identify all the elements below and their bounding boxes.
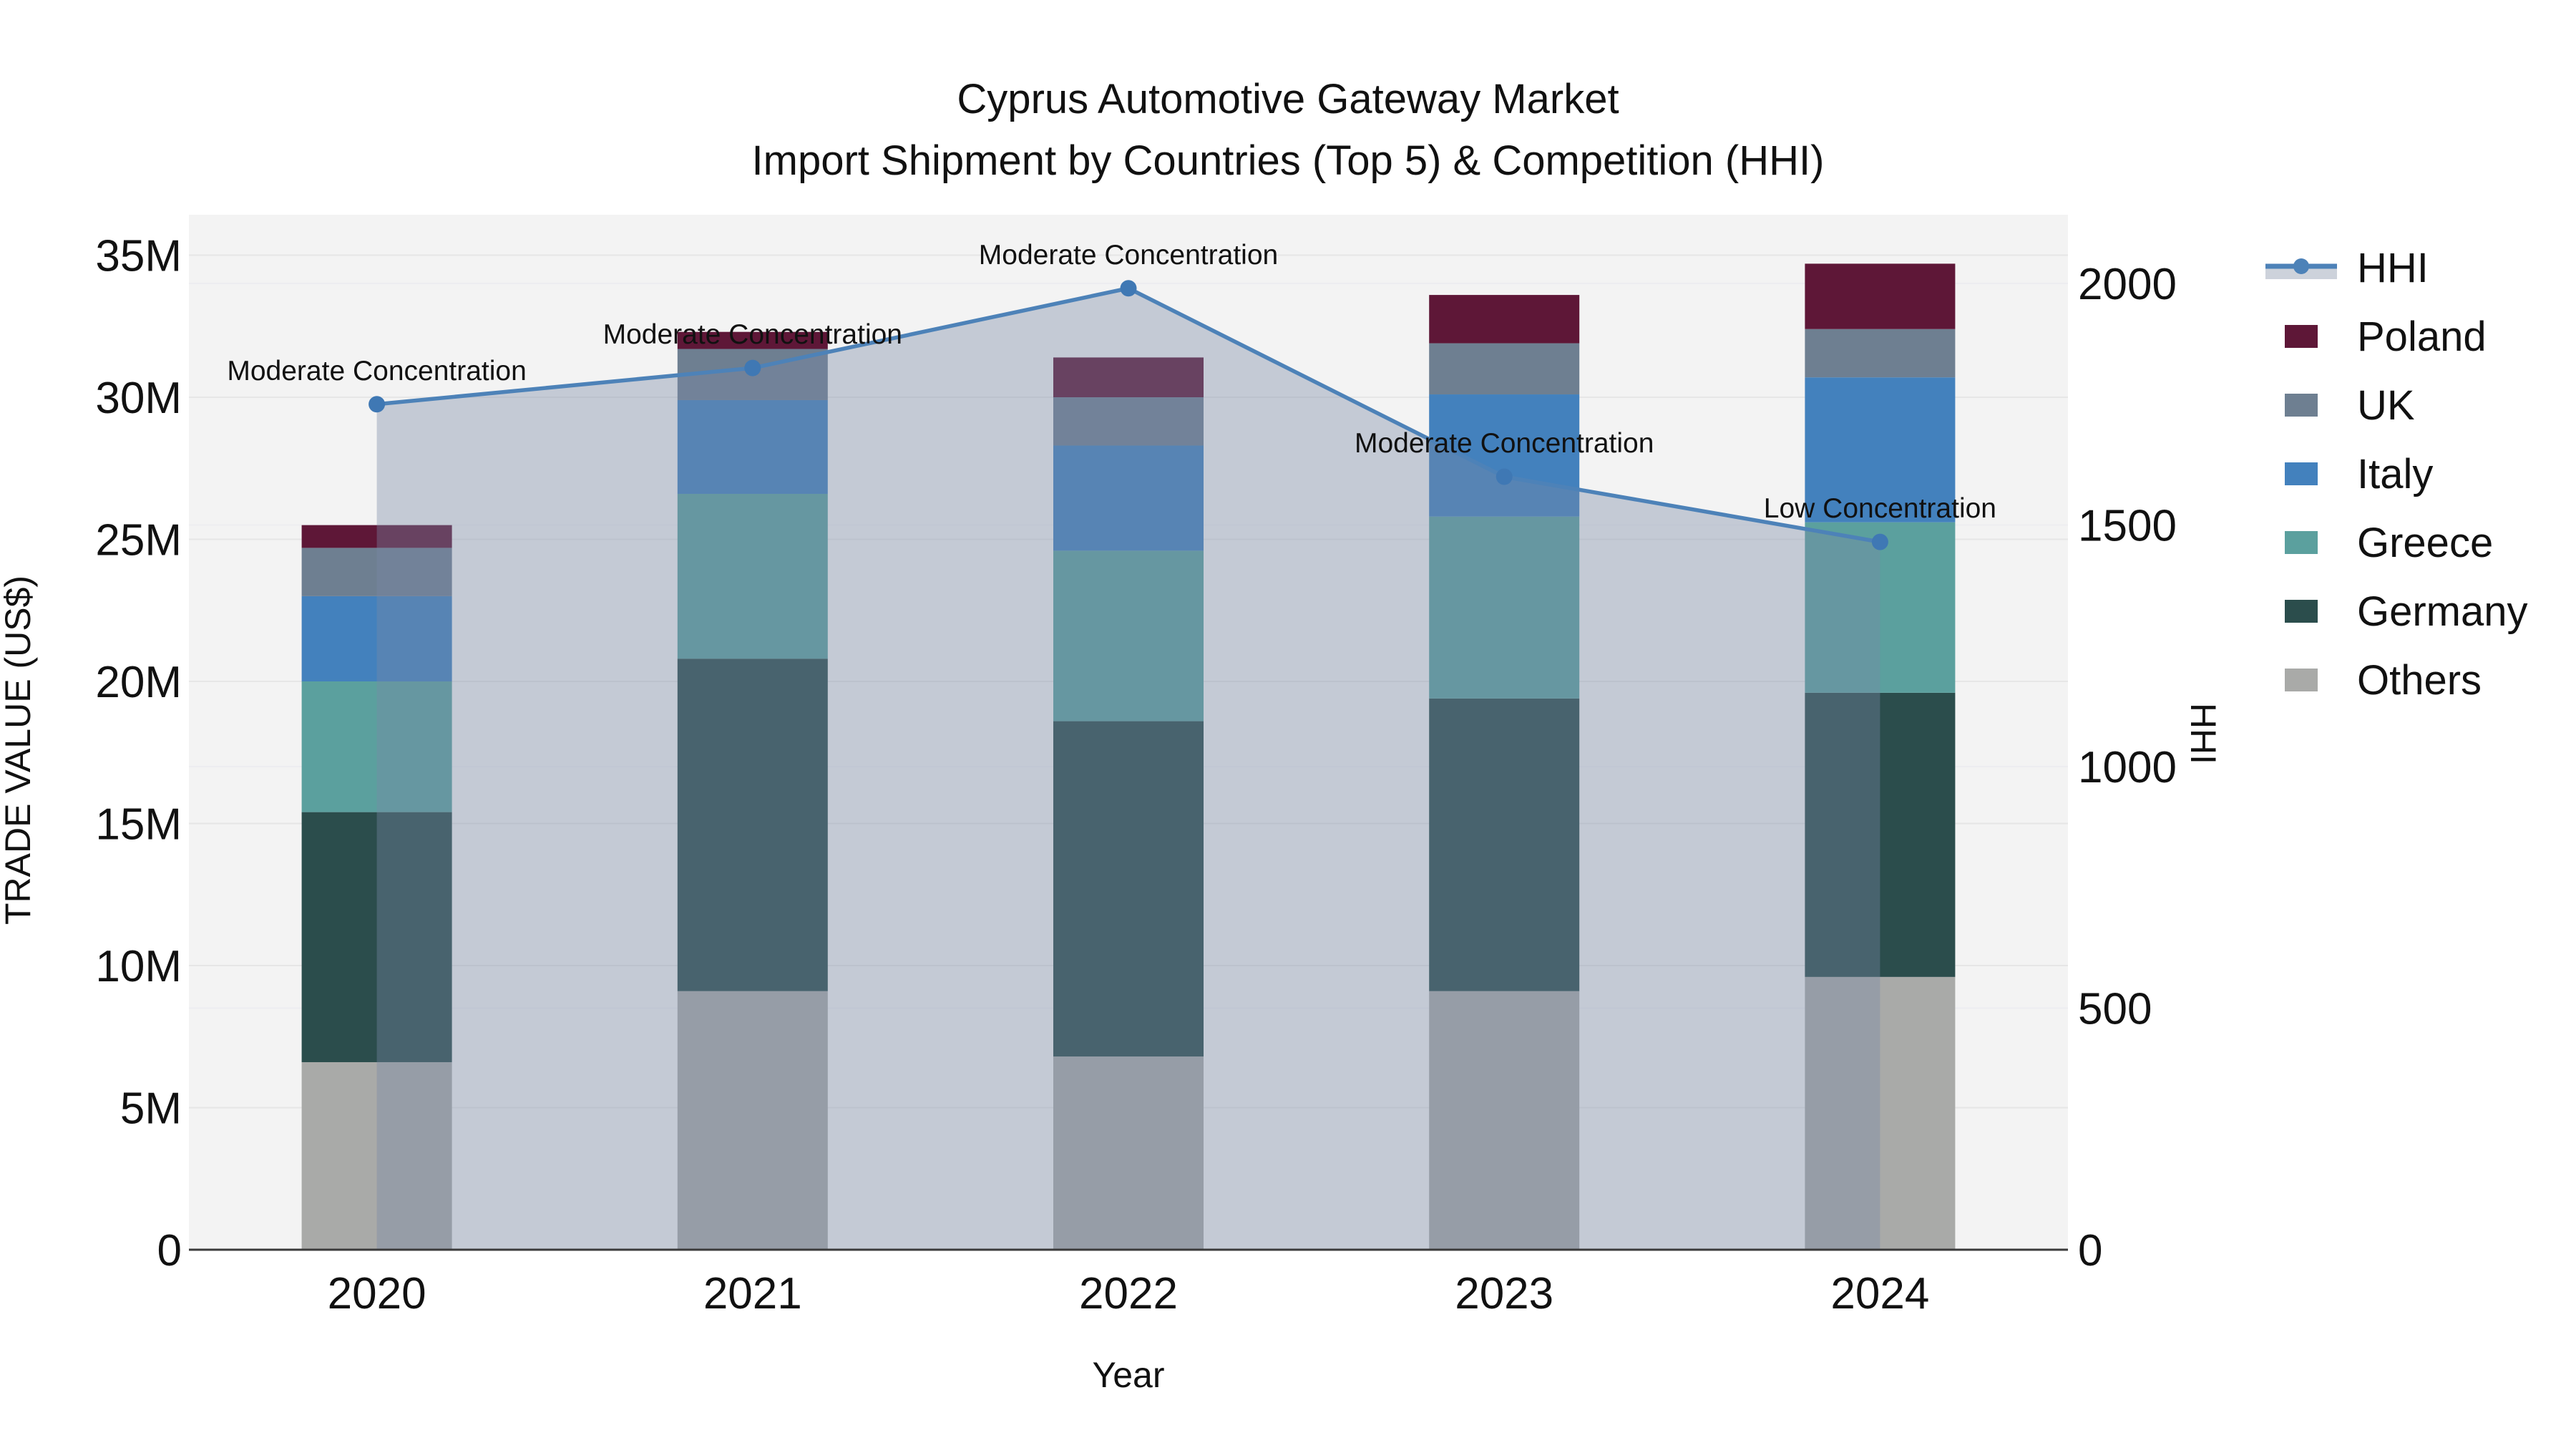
bar-segment-uk-2024[interactable] (1805, 329, 1956, 378)
x-tick-2023: 2023 (1455, 1269, 1553, 1318)
annotation-2022: Moderate Concentration (979, 240, 1278, 271)
bar-segment-uk-2020[interactable] (301, 548, 452, 596)
chart-title-line1: Cyprus Automotive Gateway Market (957, 76, 1619, 122)
hhi-marker-2020[interactable] (369, 396, 386, 413)
bar-segment-uk-2023[interactable] (1429, 343, 1580, 395)
y-right-tick-1000: 1000 (2078, 743, 2177, 792)
x-tick-2022: 2022 (1079, 1269, 1178, 1318)
hhi-line-icon (2261, 252, 2341, 283)
hhi-marker-2021[interactable] (744, 359, 761, 376)
bar-segment-poland-2022[interactable] (1053, 357, 1204, 397)
germany-swatch-icon (2261, 600, 2341, 623)
y-left-tick-35M: 35M (95, 232, 182, 281)
x-tick-2021: 2021 (703, 1269, 802, 1318)
others-swatch-icon (2261, 669, 2341, 691)
annotation-2023: Moderate Concentration (1355, 428, 1654, 459)
y-right-tick-500: 500 (2078, 985, 2152, 1034)
bar-segment-uk-2022[interactable] (1053, 397, 1204, 446)
legend-item-others[interactable]: Others (2261, 646, 2528, 714)
y-left-tick-20M: 20M (95, 658, 182, 707)
x-axis-title: Year (1092, 1355, 1165, 1395)
bar-segment-greece-2020[interactable] (301, 681, 452, 812)
bar-segment-italy-2020[interactable] (301, 596, 452, 681)
hhi-marker-2024[interactable] (1871, 533, 1888, 550)
bar-segment-others-2024[interactable] (1805, 976, 1956, 1250)
hhi-area-fill (376, 288, 1880, 1250)
legend-label-others: Others (2357, 656, 2482, 704)
italy-swatch-icon (2261, 462, 2341, 485)
bar-segment-greece-2023[interactable] (1429, 516, 1580, 699)
germany-color-swatch (2285, 600, 2318, 623)
bar-segment-germany-2020[interactable] (301, 812, 452, 1062)
x-tick-2020: 2020 (328, 1269, 426, 1318)
bar-segment-germany-2022[interactable] (1053, 721, 1204, 1057)
annotation-2020: Moderate Concentration (227, 356, 526, 387)
bar-segment-others-2020[interactable] (301, 1061, 452, 1250)
others-color-swatch (2285, 669, 2318, 691)
bar-segment-poland-2024[interactable] (1805, 263, 1956, 329)
uk-color-swatch (2285, 394, 2318, 417)
annotation-2021: Moderate Concentration (603, 319, 902, 350)
greece-swatch-icon (2261, 531, 2341, 554)
y-left-tick-25M: 25M (95, 516, 182, 565)
y-left-tick-30M: 30M (95, 374, 182, 423)
bar-segment-others-2021[interactable] (677, 991, 828, 1250)
legend: HHI Poland UK Italy Greece Germany Others (2261, 233, 2528, 714)
legend-label-poland: Poland (2357, 313, 2487, 360)
legend-item-uk[interactable]: UK (2261, 371, 2528, 439)
bar-segment-poland-2020[interactable] (301, 525, 452, 548)
y-right-tick-0: 0 (2078, 1226, 2102, 1275)
legend-item-greece[interactable]: Greece (2261, 508, 2528, 577)
bar-segment-poland-2023[interactable] (1429, 295, 1580, 344)
bar-segment-italy-2022[interactable] (1053, 445, 1204, 551)
italy-color-swatch (2285, 462, 2318, 485)
bar-segment-germany-2023[interactable] (1429, 698, 1580, 991)
greece-color-swatch (2285, 531, 2318, 554)
bar-segment-others-2023[interactable] (1429, 991, 1580, 1250)
bar-segment-germany-2021[interactable] (677, 659, 828, 991)
bar-segment-others-2022[interactable] (1053, 1056, 1204, 1250)
legend-label-italy: Italy (2357, 450, 2434, 497)
bar-segment-germany-2024[interactable] (1805, 692, 1956, 977)
hhi-marker-2023[interactable] (1496, 468, 1513, 485)
y-right-tick-2000: 2000 (2078, 260, 2177, 309)
legend-label-uk: UK (2357, 382, 2415, 429)
legend-item-hhi[interactable]: HHI (2261, 233, 2528, 302)
bar-segment-italy-2024[interactable] (1805, 377, 1956, 523)
bar-segment-poland-2021[interactable] (677, 331, 828, 349)
y-axis-title-left: TRADE VALUE (US$) (0, 575, 38, 925)
chart-title-line2: Import Shipment by Countries (Top 5) & C… (751, 137, 1825, 184)
legend-label-hhi: HHI (2357, 244, 2429, 291)
bar-segment-greece-2022[interactable] (1053, 550, 1204, 721)
y-right-tick-1500: 1500 (2078, 502, 2177, 551)
x-tick-2024: 2024 (1830, 1269, 1929, 1318)
chart-title: Cyprus Automotive Gateway Market Import … (0, 69, 2576, 192)
legend-item-poland[interactable]: Poland (2261, 302, 2528, 371)
y-left-tick-15M: 15M (95, 800, 182, 850)
poland-swatch-icon (2261, 325, 2341, 348)
y-left-tick-0: 0 (157, 1226, 182, 1275)
bar-segment-greece-2021[interactable] (677, 493, 828, 659)
uk-swatch-icon (2261, 394, 2341, 417)
hhi-marker-2022[interactable] (1120, 280, 1137, 297)
bar-segment-italy-2023[interactable] (1429, 394, 1580, 517)
legend-item-italy[interactable]: Italy (2261, 439, 2528, 508)
y-left-tick-5M: 5M (120, 1084, 182, 1134)
legend-label-germany: Germany (2357, 588, 2528, 635)
annotation-2024: Low Concentration (1764, 493, 1996, 524)
bar-segment-greece-2024[interactable] (1805, 522, 1956, 693)
y-left-tick-10M: 10M (95, 942, 182, 991)
y-axis-title-right: HHI (2183, 702, 2223, 765)
legend-item-germany[interactable]: Germany (2261, 577, 2528, 646)
poland-color-swatch (2285, 325, 2318, 348)
bar-segment-italy-2021[interactable] (677, 399, 828, 494)
legend-label-greece: Greece (2357, 519, 2494, 566)
